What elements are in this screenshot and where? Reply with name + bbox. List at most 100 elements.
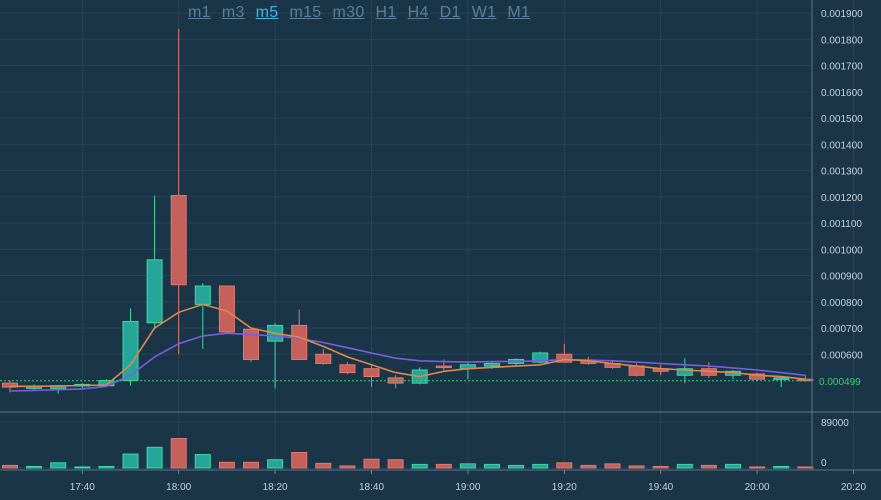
volume-bar [532,463,549,469]
volume-bar [387,459,404,469]
volume-bar [411,463,428,469]
price-tick-label: 0.001900 [821,9,863,20]
volume-bar [749,466,766,469]
price-tick-label: 0.001000 [821,245,863,256]
candle-body [122,320,139,382]
price-tick-label: 0.000600 [821,350,863,361]
volume-bar [700,464,717,469]
time-tick-label: 19:40 [648,482,673,493]
volume-bar [267,459,284,469]
time-tick-label: 18:40 [359,482,384,493]
timeframe-button-m1[interactable]: M1 [507,4,531,21]
candle [363,364,380,388]
candle [459,362,476,380]
candle-body [146,259,163,324]
candle-body [749,373,766,380]
volume-bar [26,465,43,469]
candle [146,195,163,329]
timeframe-button-h4[interactable]: H4 [407,4,429,21]
volume-bar [194,454,211,469]
volume-bar [797,466,814,469]
candle-body [291,324,308,361]
candle [700,362,717,378]
timeframe-button-h1[interactable]: H1 [375,4,397,21]
volume-bar [580,464,597,469]
price-tick-label: 0.000700 [821,324,863,335]
candle [291,309,308,361]
candle [387,375,404,389]
timeframe-button-m30[interactable]: m30 [332,4,365,21]
candle-body [532,352,549,363]
price-tick-label: 0.000800 [821,298,863,309]
timeframe-selector: m1 m3 m5 m15 m30 H1 H4 D1 W1 M1 [188,4,541,22]
candle-body [243,328,259,361]
time-tick-label: 17:40 [70,482,95,493]
volume-bar [122,453,139,469]
volume-bar [508,464,525,469]
volume-bar [74,466,91,469]
volume-bars [2,438,814,469]
candle [749,372,766,381]
time-tick-label: 19:00 [455,482,480,493]
candle [194,283,211,350]
volume-bar [725,463,741,469]
candle-body [315,353,332,364]
candle [725,370,741,380]
candle [773,376,790,388]
candle-body [194,285,211,305]
volume-bar [339,465,356,469]
candle-body [773,377,790,380]
candle [122,308,139,386]
timeframe-button-m1[interactable]: m1 [188,4,211,21]
last-price-label: 0.000499 [819,377,861,388]
volume-bar [604,463,621,469]
ma-slow-line [9,332,806,392]
candle [652,364,669,376]
volume-bar [2,464,18,469]
ma-fast-line [10,303,806,388]
time-tick-label: 19:20 [552,482,577,493]
price-tick-label: 0.000900 [821,272,863,283]
candle-body [676,368,693,376]
timeframe-button-d1[interactable]: D1 [439,4,461,21]
time-tick-label: 18:00 [166,482,191,493]
candle [339,362,356,374]
timeframe-button-m5[interactable]: m5 [255,4,279,21]
time-tick-label: 20:00 [745,482,770,493]
price-tick-label: 0.001100 [821,219,862,230]
timeframe-button-w1[interactable]: W1 [471,4,497,21]
price-tick-label: 0.001700 [821,62,863,73]
candle-body [170,195,187,286]
time-tick-label: 20:20 [841,482,866,493]
candle-body [435,365,452,369]
volume-bar [170,438,187,469]
volume-bar [218,461,235,469]
volume-bar [676,463,693,469]
candles [2,28,814,394]
price-tick-label: 0.001600 [821,88,863,99]
price-tick-label: 0.001500 [821,114,863,125]
volume-bar [484,463,500,469]
candle [556,343,573,363]
volume-bar [435,463,452,469]
moving-averages [9,303,806,392]
candle [170,28,187,355]
volume-bar [98,465,115,469]
volume-bar [315,462,332,469]
volume-bar [459,463,476,469]
candle-body [339,364,356,374]
volume-bar [363,458,380,469]
timeframe-button-m3[interactable]: m3 [221,4,245,21]
volume-bar [652,465,669,469]
candle [315,349,332,365]
price-tick-label: 0.001800 [821,35,863,46]
volume-bar [628,465,645,469]
volume-bar [773,465,790,469]
candle-body [556,353,573,363]
volume-tick-label: 89000 [821,418,849,429]
volume-bar [50,462,67,469]
timeframe-button-m15[interactable]: m15 [289,4,322,21]
